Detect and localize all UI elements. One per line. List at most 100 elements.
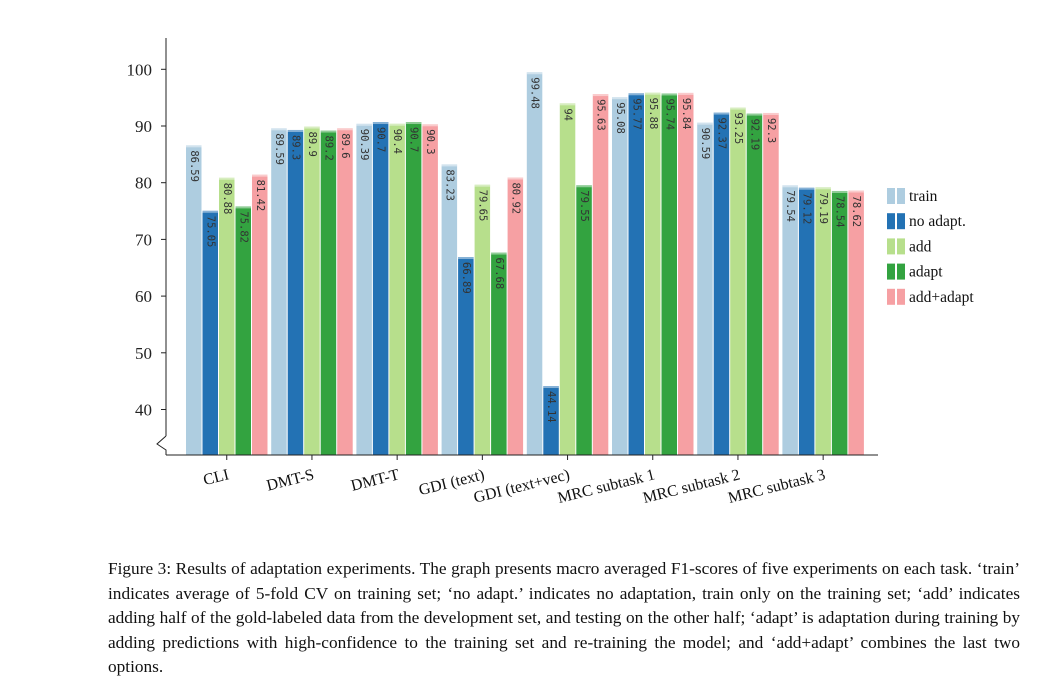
y-tick-label: 70 <box>135 230 152 249</box>
y-tick-label: 50 <box>135 344 152 363</box>
bar-highlight <box>507 177 524 180</box>
bar <box>815 187 831 455</box>
bar-highlight <box>372 122 389 125</box>
bar <box>697 122 713 456</box>
data-label: 66.89 <box>460 262 472 294</box>
data-label: 95.74 <box>663 98 675 130</box>
x-axis: CLI DMT-S DMT-T GDI (text)GDI (text+vec)MRC… <box>166 454 878 507</box>
data-label: 75.82 <box>237 211 249 243</box>
bar <box>543 386 559 455</box>
bar <box>372 122 389 455</box>
bar-highlight <box>320 130 337 133</box>
y-tick-label: 80 <box>135 174 152 193</box>
bar <box>422 124 438 455</box>
data-label: 95.63 <box>595 99 607 131</box>
y-tick-label: 90 <box>135 117 152 136</box>
data-label: 95.77 <box>630 98 642 130</box>
bar <box>389 123 405 456</box>
data-label: 67.68 <box>493 258 505 290</box>
bar <box>592 94 609 455</box>
bar <box>271 128 287 455</box>
bar-highlight <box>337 128 353 131</box>
bar-highlight <box>441 164 458 167</box>
data-label: 80.88 <box>221 183 233 215</box>
legend-label: add+adapt <box>909 289 974 306</box>
data-label: 89.9 <box>306 132 318 157</box>
bar-highlight <box>576 185 592 188</box>
bar-highlight <box>678 92 694 95</box>
data-label: 89.6 <box>339 133 351 158</box>
bar <box>252 174 268 455</box>
data-label: 78.54 <box>834 196 846 228</box>
y-tick-label: 60 <box>135 287 152 306</box>
data-label: 90.7 <box>375 127 387 152</box>
bar <box>730 107 746 455</box>
data-label: 99.48 <box>529 77 541 109</box>
bar-highlight <box>645 92 661 95</box>
legend-swatch <box>897 238 905 255</box>
data-label: 80.92 <box>509 182 521 214</box>
bar-highlight <box>815 187 831 190</box>
bar-highlight <box>405 122 422 125</box>
category-label: MRC subtask 2 <box>641 466 742 507</box>
bar <box>848 190 864 455</box>
data-label: 86.59 <box>188 150 200 182</box>
bar-highlight <box>628 93 644 96</box>
bar-highlight <box>186 145 202 148</box>
data-label: 94 <box>562 108 574 121</box>
data-label: 89.3 <box>289 135 301 160</box>
data-label: 79.19 <box>817 192 829 224</box>
bar-highlight <box>422 124 438 127</box>
bar-highlight <box>287 129 304 132</box>
legend-swatch <box>897 288 905 305</box>
data-label: 90.59 <box>699 128 711 160</box>
bar <box>491 252 507 455</box>
bars: 86.59 75.05 80.88 75.82 81.42 89.59 89.3 89.9 89… <box>186 72 864 456</box>
data-label: 79.65 <box>476 190 488 222</box>
data-label: 90.3 <box>424 129 436 154</box>
data-label: 93.25 <box>732 113 744 145</box>
legend-label: add <box>909 238 932 255</box>
bar-highlight <box>831 190 848 193</box>
data-label: 95.08 <box>614 102 626 134</box>
bar <box>202 210 218 455</box>
data-label: 79.54 <box>784 190 796 222</box>
data-label: 75.05 <box>204 216 216 248</box>
data-label: 95.84 <box>680 98 692 130</box>
bar-highlight <box>746 113 763 116</box>
bar-highlight <box>763 112 779 115</box>
bar <box>713 112 730 455</box>
legend-swatch <box>887 213 895 230</box>
bar-highlight <box>661 93 677 96</box>
bar-highlight <box>235 206 251 209</box>
bar-highlight <box>697 122 713 125</box>
category-label: MRC subtask 3 <box>726 466 827 507</box>
bar <box>458 257 474 455</box>
legend-swatch <box>887 288 895 305</box>
bar <box>337 128 353 455</box>
bar-highlight <box>730 107 746 110</box>
y-axis-break <box>156 435 167 455</box>
bar <box>219 177 235 456</box>
category-label: GDI (text+vec) <box>472 466 572 506</box>
bar <box>507 177 524 456</box>
bar-highlight <box>389 123 405 126</box>
legend-swatch <box>897 188 905 204</box>
data-label: 78.62 <box>850 196 862 228</box>
data-label: 44.14 <box>545 391 557 423</box>
legend-swatch <box>887 263 895 280</box>
data-label: 79.12 <box>801 193 813 225</box>
bar <box>576 185 592 455</box>
bar-highlight <box>474 184 491 187</box>
data-label: 95.88 <box>647 98 659 130</box>
bar-highlight <box>202 210 218 213</box>
bar <box>645 92 661 455</box>
bar <box>763 112 779 456</box>
legend-swatch <box>897 263 905 280</box>
y-tick-label: 40 <box>135 401 152 420</box>
bar-highlight <box>252 174 268 177</box>
bar-highlight <box>304 126 320 129</box>
bar-chart: 40 50 60 70 80 90 100 86.59 75.05 80.88 75.82 81.4… <box>127 38 974 507</box>
bar <box>678 92 694 455</box>
bar <box>405 122 422 455</box>
